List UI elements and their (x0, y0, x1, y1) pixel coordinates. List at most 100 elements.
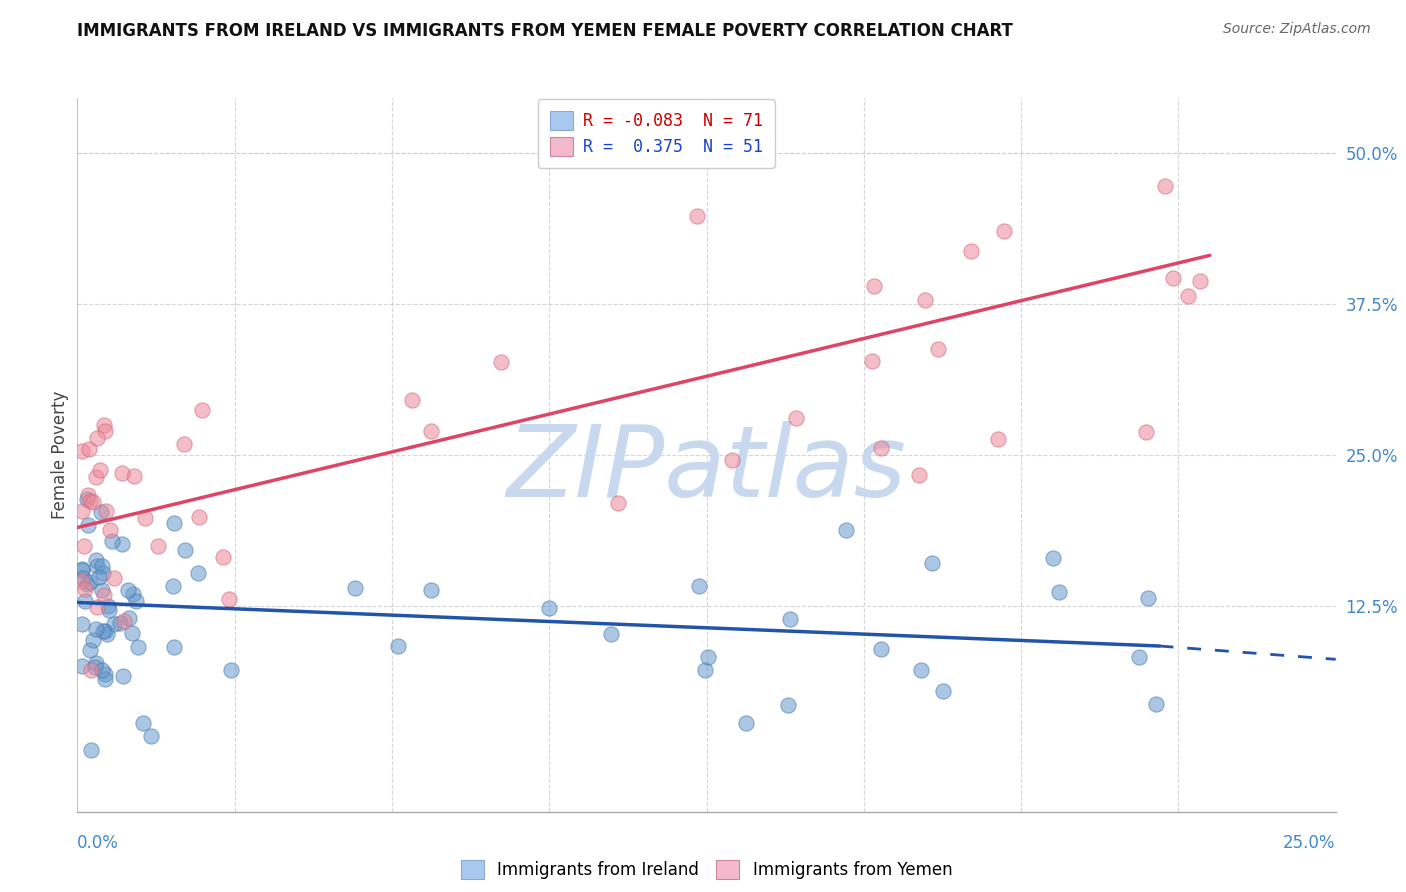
Point (987, 432, 1010, 446)
Point (79, 442, 101, 456)
Point (191, 403, 214, 417)
Point (1136, 591, 1159, 606)
Point (344, 581, 367, 595)
Point (187, 509, 209, 524)
Point (218, 591, 240, 606)
Point (599, 626, 621, 640)
Point (959, 244, 981, 258)
Point (87, 570, 110, 584)
Point (1042, 551, 1064, 566)
Point (91, 663, 114, 677)
Point (86, 599, 108, 614)
Point (111, 537, 134, 551)
Point (1128, 649, 1150, 664)
Point (93, 672, 115, 686)
Point (122, 587, 145, 601)
Point (127, 640, 149, 654)
Point (80, 663, 103, 677)
Point (90, 582, 112, 597)
Point (419, 583, 441, 598)
Legend: Immigrants from Ireland, Immigrants from Yemen: Immigrants from Ireland, Immigrants from… (454, 853, 959, 886)
Point (993, 224, 1015, 238)
Point (779, 612, 801, 626)
Point (134, 511, 156, 525)
Point (721, 452, 744, 467)
Point (72, 504, 94, 518)
Point (174, 543, 197, 558)
Point (118, 611, 141, 625)
Point (110, 616, 132, 631)
Point (117, 582, 139, 597)
Point (910, 663, 932, 677)
Point (86, 559, 108, 574)
Point (90, 558, 112, 573)
Point (72, 658, 94, 673)
Point (72, 617, 94, 632)
Point (94, 504, 117, 518)
Point (93, 418, 115, 433)
Point (84, 657, 107, 671)
Point (84, 553, 107, 567)
Point (538, 601, 561, 615)
Point (219, 663, 242, 677)
Point (112, 614, 135, 628)
Point (72, 444, 94, 458)
Point (932, 683, 955, 698)
Point (111, 466, 134, 480)
Point (869, 441, 891, 455)
Point (491, 355, 513, 369)
Point (103, 617, 125, 632)
Text: Source: ZipAtlas.com: Source: ZipAtlas.com (1223, 22, 1371, 37)
Point (103, 571, 125, 585)
Point (401, 393, 423, 408)
Point (927, 342, 949, 356)
Point (607, 496, 630, 510)
Point (91, 624, 114, 639)
Point (75, 594, 97, 608)
Point (863, 279, 886, 293)
Point (79, 642, 101, 657)
Point (79, 575, 101, 590)
Point (870, 642, 893, 657)
Point (1177, 288, 1199, 302)
Point (1047, 584, 1070, 599)
Point (79, 493, 101, 508)
Point (86, 470, 108, 484)
Point (212, 549, 235, 564)
Point (86, 431, 108, 445)
Point (76, 491, 98, 506)
Point (686, 210, 709, 224)
Point (735, 716, 758, 731)
Point (419, 424, 441, 438)
Point (688, 579, 710, 593)
Point (76, 517, 98, 532)
Point (77, 488, 100, 502)
Point (139, 729, 162, 743)
Point (73, 539, 96, 553)
Point (83, 660, 105, 674)
Point (387, 639, 409, 653)
Text: IMMIGRANTS FROM IRELAND VS IMMIGRANTS FROM YEMEN FEMALE POVERTY CORRELATION CHAR: IMMIGRANTS FROM IRELAND VS IMMIGRANTS FR… (77, 22, 1014, 40)
Point (100, 534, 122, 549)
Point (96, 626, 118, 640)
Point (75, 582, 97, 597)
Point (908, 468, 931, 483)
Point (132, 716, 155, 731)
Point (72, 561, 94, 575)
Point (80, 742, 103, 756)
Point (778, 698, 800, 713)
Point (163, 640, 186, 654)
Point (1161, 270, 1184, 285)
Point (1144, 697, 1167, 711)
Point (146, 539, 169, 553)
Point (82, 632, 104, 647)
Point (187, 566, 209, 580)
Point (93, 588, 115, 602)
Point (72, 574, 94, 588)
Point (921, 556, 943, 570)
Point (93, 566, 115, 580)
Point (90, 505, 112, 519)
Text: 25.0%: 25.0% (1284, 834, 1336, 852)
Point (162, 579, 184, 593)
Point (1189, 274, 1212, 288)
